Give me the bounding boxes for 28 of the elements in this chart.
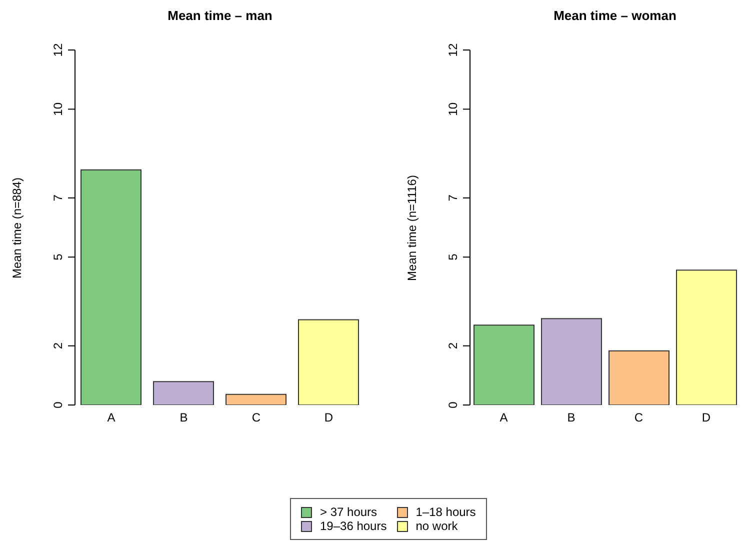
y-tick-label: 10 — [51, 102, 65, 116]
y-tick-label: 12 — [51, 43, 65, 57]
x-tick-label: A — [107, 410, 116, 425]
chart-title: Mean time – woman — [552, 8, 678, 23]
y-tick-label: 0 — [446, 401, 460, 408]
x-tick-label: D — [702, 410, 711, 425]
legend-label: 1–18 hours — [416, 505, 476, 519]
legend-label: > 37 hours — [320, 505, 378, 519]
x-tick-label: C — [634, 410, 644, 425]
y-axis-title: Mean time (n=884) — [10, 177, 24, 279]
y-tick-label: 10 — [446, 102, 460, 116]
x-tick-label: B — [180, 410, 188, 425]
y-tick-label: 2 — [51, 342, 65, 350]
x-tick-label: A — [500, 410, 508, 425]
y-tick-label: 7 — [51, 194, 65, 202]
y-axis-title: Mean time (n=1116) — [405, 175, 419, 281]
y-tick-label: 7 — [446, 194, 460, 202]
y-tick-label: 5 — [446, 253, 460, 260]
x-tick-label: C — [252, 410, 261, 425]
chart-title: Mean time – man — [166, 8, 274, 23]
legend-label: no work — [416, 519, 458, 533]
y-tick-label: 2 — [446, 342, 460, 350]
y-tick-label: 5 — [51, 253, 65, 260]
x-tick-label: D — [324, 410, 334, 425]
y-tick-label: 12 — [446, 43, 460, 57]
x-tick-label: B — [567, 410, 576, 425]
y-tick-label: 0 — [51, 401, 65, 408]
legend-label: 19–36 hours — [320, 519, 387, 533]
